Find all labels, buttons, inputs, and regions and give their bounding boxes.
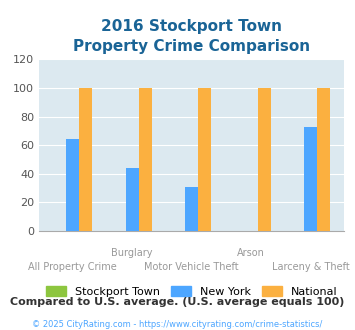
- Bar: [185, 187, 198, 231]
- Text: All Property Crime: All Property Crime: [28, 262, 117, 272]
- Legend: Stockport Town, New York, National: Stockport Town, New York, National: [42, 281, 342, 301]
- Bar: [317, 88, 331, 231]
- Bar: [79, 88, 92, 231]
- Text: © 2025 CityRating.com - https://www.cityrating.com/crime-statistics/: © 2025 CityRating.com - https://www.city…: [32, 319, 323, 329]
- Bar: [66, 140, 79, 231]
- Text: Burglary: Burglary: [111, 248, 153, 258]
- Title: 2016 Stockport Town
Property Crime Comparison: 2016 Stockport Town Property Crime Compa…: [73, 19, 310, 54]
- Text: Larceny & Theft: Larceny & Theft: [272, 262, 350, 272]
- Text: Compared to U.S. average. (U.S. average equals 100): Compared to U.S. average. (U.S. average …: [10, 297, 345, 307]
- Text: Arson: Arson: [237, 248, 265, 258]
- Text: Motor Vehicle Theft: Motor Vehicle Theft: [144, 262, 239, 272]
- Bar: [126, 168, 139, 231]
- Bar: [258, 88, 271, 231]
- Bar: [139, 88, 152, 231]
- Bar: [304, 127, 317, 231]
- Bar: [198, 88, 211, 231]
